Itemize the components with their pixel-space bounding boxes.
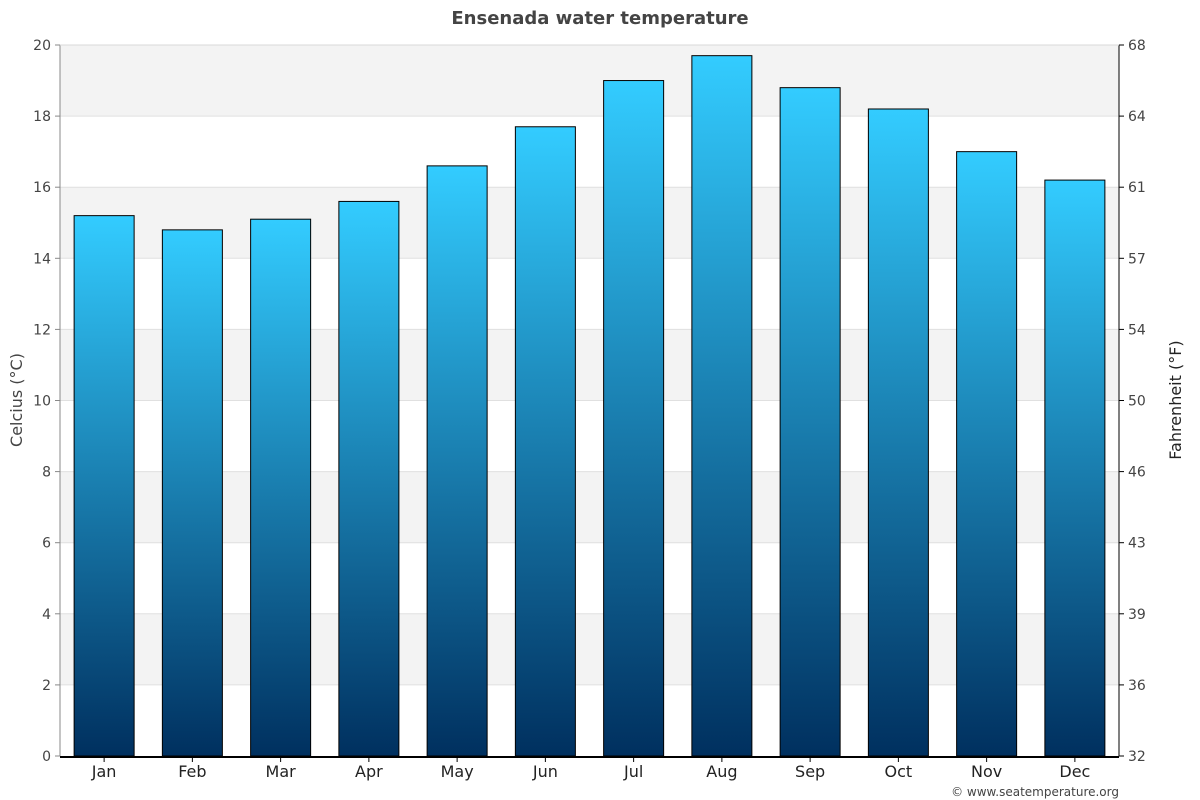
y-axis-right-label: Fahrenheit (°F) bbox=[1166, 340, 1185, 459]
y-left-tick-label: 2 bbox=[42, 678, 51, 694]
y-axis-right-ticks: 32 36 39 43 46 50 54 57 61 64 68 bbox=[1119, 38, 1146, 765]
y-left-tick-label: 18 bbox=[33, 109, 51, 125]
x-tick-label: Aug bbox=[706, 762, 737, 781]
grid-band bbox=[60, 329, 1119, 401]
y-left-tick-label: 14 bbox=[33, 251, 51, 267]
x-tick-label: Jan bbox=[91, 762, 117, 781]
bar-nov bbox=[956, 151, 1018, 757]
y-left-tick-label: 4 bbox=[42, 607, 51, 623]
x-tick-label: Jun bbox=[532, 762, 558, 781]
bar-sep bbox=[779, 87, 841, 757]
source-credit: © www.seatemperature.org bbox=[951, 785, 1119, 799]
x-tick-label: Dec bbox=[1059, 762, 1090, 781]
x-tick-label: Apr bbox=[355, 762, 383, 781]
y-right-tick-label: 50 bbox=[1128, 394, 1146, 410]
grid-band bbox=[60, 471, 1119, 543]
y-right-tick-label: 43 bbox=[1128, 536, 1146, 552]
bar-may bbox=[426, 165, 488, 757]
grid-band bbox=[60, 45, 1119, 117]
y-right-tick-label: 39 bbox=[1128, 607, 1146, 623]
x-tick-label: Jul bbox=[623, 762, 643, 781]
y-axis-left-ticks: 0 2 4 6 8 10 12 14 16 18 20 bbox=[33, 38, 60, 765]
y-left-tick-label: 6 bbox=[42, 536, 51, 552]
bar-oct bbox=[867, 108, 929, 757]
y-left-tick-label: 0 bbox=[42, 749, 51, 765]
y-left-tick-label: 20 bbox=[33, 38, 51, 54]
x-tick-label: Feb bbox=[178, 762, 206, 781]
y-axis-left-label: Celcius (°C) bbox=[7, 353, 26, 447]
y-right-tick-label: 61 bbox=[1128, 180, 1146, 196]
grid-band bbox=[60, 613, 1119, 685]
y-right-tick-label: 57 bbox=[1128, 251, 1146, 267]
y-left-tick-label: 10 bbox=[33, 394, 51, 410]
y-right-tick-label: 36 bbox=[1128, 678, 1146, 694]
y-left-tick-label: 12 bbox=[33, 322, 51, 338]
chart-title: Ensenada water temperature bbox=[451, 8, 748, 29]
x-axis-ticks: Jan Feb Mar Apr May Jun Jul Aug Sep Oct Nov Dec bbox=[91, 757, 1090, 781]
y-left-tick-label: 16 bbox=[33, 180, 51, 196]
bars bbox=[73, 55, 1106, 757]
bar-aug bbox=[691, 55, 753, 757]
bar-jan bbox=[73, 215, 135, 757]
x-tick-label: May bbox=[441, 762, 474, 781]
grid-band bbox=[60, 187, 1119, 259]
bar-jul bbox=[603, 80, 665, 757]
x-tick-label: Oct bbox=[885, 762, 913, 781]
y-right-tick-label: 64 bbox=[1128, 109, 1146, 125]
x-tick-label: Sep bbox=[795, 762, 825, 781]
y-left-tick-label: 8 bbox=[42, 465, 51, 481]
bar-jun bbox=[514, 126, 576, 757]
bar-feb bbox=[161, 229, 223, 757]
bar-dec bbox=[1044, 179, 1106, 757]
x-tick-label: Nov bbox=[971, 762, 1002, 781]
y-right-tick-label: 54 bbox=[1128, 322, 1146, 338]
y-right-tick-label: 46 bbox=[1128, 465, 1146, 481]
grid-bands bbox=[60, 45, 1119, 685]
y-right-tick-label: 68 bbox=[1128, 38, 1146, 54]
bar-apr bbox=[338, 200, 400, 757]
y-right-tick-label: 32 bbox=[1128, 749, 1146, 765]
x-tick-label: Mar bbox=[266, 762, 297, 781]
bar-mar bbox=[250, 218, 312, 757]
